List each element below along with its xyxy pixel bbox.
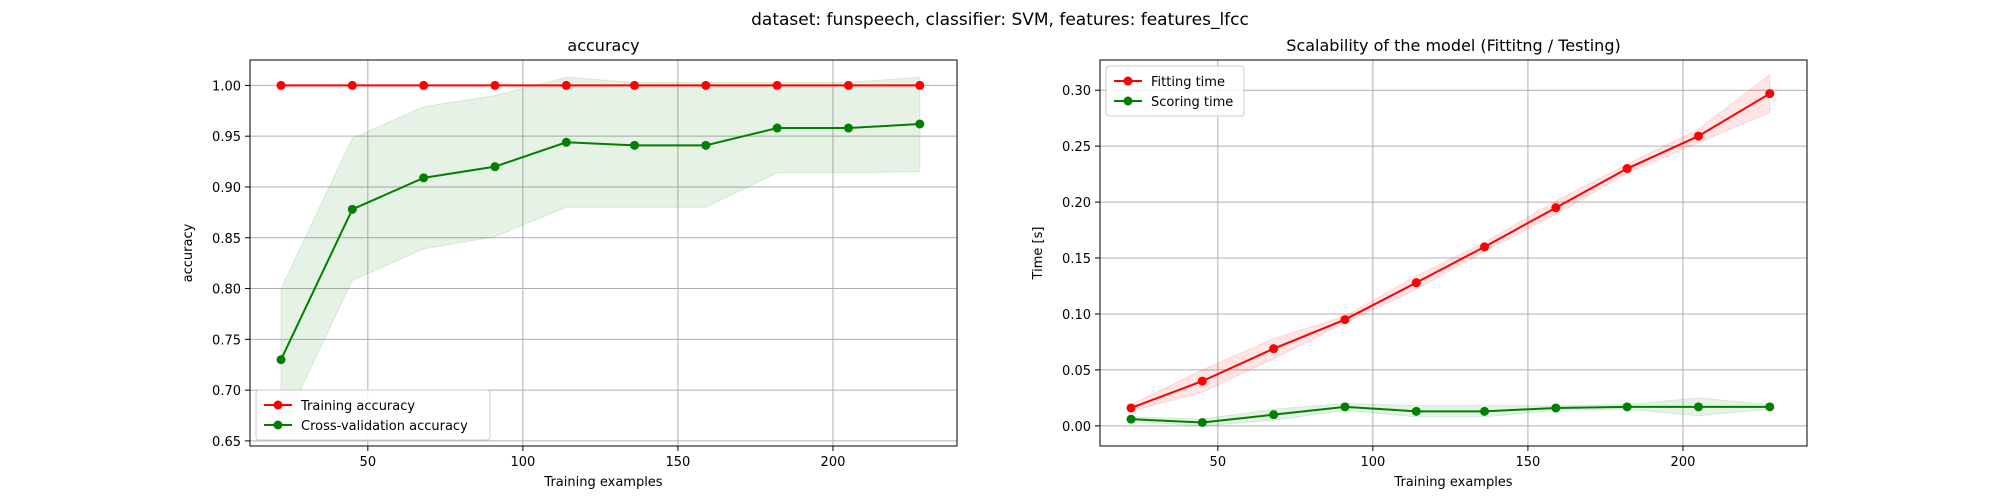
fitting-time-point <box>1411 278 1421 288</box>
legend-marker-training-accuracy <box>273 400 283 410</box>
scoring-time-point <box>1551 403 1561 413</box>
legend-label-scoring-time: Scoring time <box>1151 95 1233 110</box>
fitting-time-point <box>1765 89 1775 99</box>
legend-label-training-accuracy: Training accuracy <box>300 399 415 414</box>
x-tick-label: 50 <box>360 455 377 470</box>
legend-marker-fitting-time <box>1123 76 1133 86</box>
cross-validation-accuracy-point <box>843 123 853 133</box>
training-accuracy-point <box>419 80 429 90</box>
y-tick-label: 0.15 <box>1062 252 1091 267</box>
y-tick-label: 0.10 <box>1062 308 1091 323</box>
cross-validation-accuracy-band <box>280 76 921 431</box>
legend-marker-scoring-time <box>1123 96 1133 106</box>
x-tick-label: 150 <box>666 455 691 470</box>
legend-marker-cross-validation-accuracy <box>273 420 283 430</box>
chart-title: accuracy <box>567 36 639 55</box>
scoring-time-point <box>1411 406 1421 416</box>
cross-validation-accuracy-point <box>419 173 429 183</box>
axes-frame <box>249 59 958 447</box>
fitting-time-point <box>1126 403 1136 413</box>
scoring-time-line <box>1130 405 1770 424</box>
fitting-time-line <box>1130 92 1771 409</box>
y-axis-label: accuracy <box>181 223 196 282</box>
scoring-time-point <box>1126 414 1136 424</box>
cross-validation-accuracy-point <box>772 123 782 133</box>
scalability-chart: 50 100 150 200 0.00 0.05 0.10 0.15 0.20 0.25 0.30 S… <box>1031 36 1808 490</box>
y-tick-label: 0.05 <box>1062 364 1091 379</box>
training-accuracy-point <box>347 80 357 90</box>
y-tick-label: 0.95 <box>212 130 241 145</box>
x-tick-label: 50 <box>1210 455 1227 470</box>
y-tick-label: 0.25 <box>1062 140 1091 155</box>
cross-validation-accuracy-point <box>490 162 500 172</box>
axes-frame <box>1099 59 1808 447</box>
training-accuracy-point <box>843 80 853 90</box>
y-tick-label: 0.90 <box>212 181 241 196</box>
training-accuracy-point <box>915 80 925 90</box>
scoring-time-point <box>1622 402 1632 412</box>
cross-validation-accuracy-point <box>347 204 357 214</box>
y-tick-label: 0.85 <box>212 232 241 247</box>
x-tick-label: 100 <box>1360 455 1385 470</box>
fitting-time-point <box>1693 131 1703 141</box>
legend-box <box>255 389 491 441</box>
x-axis-label: Training examples <box>543 475 662 490</box>
scoring-time-point <box>1269 410 1279 420</box>
x-tick-label: 150 <box>1516 455 1541 470</box>
scoring-time-point <box>1480 406 1490 416</box>
accuracy-chart: 50 100 150 200 0.65 0.70 0.75 0.80 0.85 0.90 0.95 1… <box>181 36 958 490</box>
training-accuracy-point <box>772 80 782 90</box>
training-accuracy-point <box>490 80 500 90</box>
y-tick-label: 0.70 <box>212 384 241 399</box>
x-tick-label: 200 <box>821 455 846 470</box>
cross-validation-accuracy-point <box>701 140 711 150</box>
fitting-time-point <box>1197 376 1207 386</box>
x-tick-label: 200 <box>1671 455 1696 470</box>
y-tick-label: 0.30 <box>1062 84 1091 99</box>
training-accuracy-point <box>561 80 571 90</box>
cross-validation-accuracy-point <box>561 137 571 147</box>
y-tick-label: 0.65 <box>212 435 241 450</box>
chart-title: Scalability of the model (Fittitng / Tes… <box>1286 36 1620 55</box>
fitting-time-point <box>1551 203 1561 213</box>
scoring-time-point <box>1765 402 1775 412</box>
x-axis-label: Training examples <box>1393 475 1512 490</box>
legend-box <box>1105 65 1245 117</box>
training-accuracy-point <box>701 80 711 90</box>
scoring-time-point <box>1693 402 1703 412</box>
fitting-time-point <box>1480 242 1490 252</box>
y-tick-label: 0.00 <box>1062 420 1091 435</box>
scoring-time-point <box>1197 418 1207 428</box>
y-tick-label: 1.00 <box>212 79 241 94</box>
training-accuracy-point <box>276 80 286 90</box>
cross-validation-accuracy-line <box>280 122 920 361</box>
cross-validation-accuracy-point <box>276 355 286 365</box>
fitting-time-point <box>1622 164 1632 174</box>
y-axis-label: Time [s] <box>1031 227 1046 281</box>
y-tick-label: 0.20 <box>1062 196 1091 211</box>
x-tick-label: 100 <box>510 455 535 470</box>
scoring-time-point <box>1340 402 1350 412</box>
y-tick-label: 0.80 <box>212 283 241 298</box>
training-accuracy-point <box>630 80 640 90</box>
fitting-time-band <box>1130 73 1771 412</box>
cross-validation-accuracy-point <box>915 119 925 129</box>
fitting-time-point <box>1340 315 1350 325</box>
y-tick-label: 0.75 <box>212 333 241 348</box>
legend-label-fitting-time: Fitting time <box>1151 75 1225 90</box>
cross-validation-accuracy-point <box>630 140 640 150</box>
fitting-time-point <box>1269 344 1279 354</box>
legend-label-cross-validation-accuracy: Cross-validation accuracy <box>301 419 468 434</box>
figure-suptitle: dataset: funspeech, classifier: SVM, fea… <box>751 10 1249 30</box>
